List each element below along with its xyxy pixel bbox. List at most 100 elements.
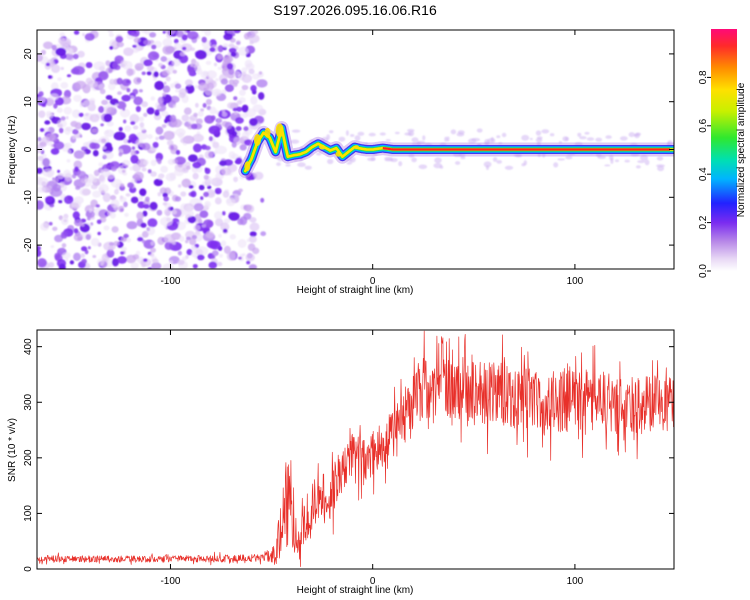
noise-speckle [102,192,111,203]
noise-speckle [241,67,248,74]
noise-speckle [235,157,243,165]
noise-speckle [107,30,114,34]
noise-speckle [139,122,145,128]
noise-speckle [81,122,91,131]
noise-speckle [50,245,55,249]
noise-speckle [184,209,194,218]
noise-speckle [101,145,107,150]
noise-speckle [108,67,113,73]
spectrogram-y-tick-label: 20 [23,48,34,60]
noise-speckle [476,128,483,133]
colorbar-tick-label: 0.6 [698,118,709,132]
noise-speckle [233,30,241,34]
noise-speckle [584,131,590,135]
noise-speckle [243,32,251,40]
noise-speckle [630,153,640,157]
noise-speckle [179,51,186,57]
noise-speckle [234,70,241,78]
noise-speckle [220,78,228,85]
noise-speckle [434,157,442,164]
noise-speckle [133,37,141,43]
noise-speckle [146,107,155,115]
noise-speckle [418,164,428,170]
noise-speckle [138,116,145,122]
noise-speckle [249,118,258,127]
noise-speckle [174,167,184,177]
noise-speckle [172,69,177,74]
noise-speckle [250,85,257,92]
noise-speckle [136,77,142,83]
noise-speckle [54,234,64,243]
colorbar-tick-label: 0.0 [698,264,709,278]
noise-speckle [162,263,174,269]
noise-speckle [157,96,164,105]
noise-speckle [72,135,76,140]
noise-speckle [327,158,334,165]
noise-speckle [297,162,306,167]
noise-speckle [529,137,533,141]
noise-speckle [579,136,587,140]
noise-speckle [85,113,89,117]
noise-speckle [231,251,236,255]
noise-speckle [106,121,114,127]
noise-speckle [206,220,213,227]
noise-speckle [276,162,281,167]
noise-speckle [109,212,116,219]
noise-speckle [192,172,199,180]
noise-speckle [496,160,503,164]
noise-speckle [45,62,50,67]
noise-speckle [222,190,230,198]
noise-speckle [82,33,85,37]
noise-speckle [123,233,129,239]
snr-y-tick-label: 300 [23,393,34,410]
noise-speckle [398,161,403,167]
noise-speckle [141,261,146,268]
snr-x-tick-label: -100 [160,576,180,587]
noise-speckle [214,197,222,205]
noise-speckle [87,246,91,250]
noise-speckle [98,209,109,219]
noise-speckle [133,96,143,106]
noise-speckle [215,91,220,96]
noise-speckle [59,32,65,37]
noise-speckle [185,239,189,244]
noise-speckle [321,137,329,143]
noise-speckle [74,219,83,227]
noise-speckle [104,142,112,150]
noise-speckle [175,149,181,155]
noise-speckle [202,103,207,108]
noise-speckle [195,118,203,125]
noise-speckle [149,201,158,211]
noise-speckle [133,125,139,130]
noise-speckle [65,126,73,132]
noise-speckle [162,45,174,55]
noise-speckle [57,77,62,81]
noise-speckle [239,174,246,180]
noise-speckle [160,165,169,173]
noise-speckle [54,252,61,260]
noise-speckle [249,231,257,237]
trace-hotspot [319,144,326,150]
noise-speckle [408,130,415,137]
noise-speckle [260,197,265,203]
noise-speckle [158,135,165,140]
noise-speckle [206,240,219,249]
noise-speckle [162,85,171,93]
noise-speckle [55,47,67,57]
spectrogram-x-label: Height of straight line (km) [297,285,414,296]
noise-speckle [233,176,239,183]
noise-speckle [211,250,219,257]
noise-speckle [640,154,648,161]
noise-speckle [197,110,204,117]
noise-speckle [105,60,111,66]
noise-speckle [192,161,202,169]
noise-speckle [44,120,51,125]
noise-speckle [174,83,182,89]
noise-speckle [64,41,70,47]
noise-speckle [180,138,187,144]
noise-speckle [61,243,67,248]
noise-speckle [131,146,136,150]
noise-speckle [144,30,151,35]
noise-speckle [143,258,148,262]
